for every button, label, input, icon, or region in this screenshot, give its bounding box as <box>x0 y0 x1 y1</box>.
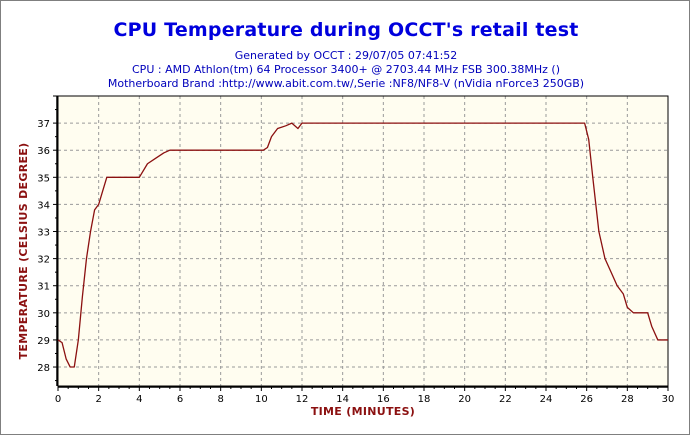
x-tick-label: 26 <box>580 394 593 405</box>
y-tick-label: 30 <box>37 309 50 320</box>
y-tick-label: 37 <box>37 119 50 130</box>
axes <box>53 95 669 391</box>
x-tick-label: 12 <box>296 394 309 405</box>
x-tick-label: 18 <box>418 394 431 405</box>
y-tick-label: 36 <box>37 146 50 157</box>
y-tick-label: 29 <box>37 336 50 347</box>
chart-title: CPU Temperature during OCCT's retail tes… <box>113 19 579 41</box>
x-tick-label: 22 <box>499 394 512 405</box>
grid <box>58 96 668 386</box>
y-axis-title: TEMPERATURE (CELSIUS DEGREE) <box>17 143 30 360</box>
x-tick-label: 6 <box>177 394 183 405</box>
x-tick-label: 24 <box>540 394 553 405</box>
x-tick-label: 0 <box>55 394 61 405</box>
x-tick-label: 2 <box>95 394 101 405</box>
cpu-subtitle: CPU : AMD Athlon(tm) 64 Processor 3400+ … <box>132 63 560 76</box>
x-axis-title: TIME (MINUTES) <box>311 405 415 418</box>
x-tick-label: 8 <box>217 394 223 405</box>
y-tick-label: 32 <box>37 255 50 266</box>
x-tick-label: 30 <box>662 394 675 405</box>
x-tick-label: 20 <box>458 394 471 405</box>
plot-area <box>58 96 668 386</box>
series-layer <box>57 122 668 368</box>
x-tick-label: 16 <box>377 394 390 405</box>
y-tick-label: 35 <box>37 173 50 184</box>
x-tick-label: 28 <box>621 394 634 405</box>
generated-subtitle: Generated by OCCT : 29/07/05 07:41:52 <box>234 49 458 62</box>
tick-labels: 0 2 4 6 8 10 12 14 16 18 20 22 24 26 28 302829303132333… <box>37 119 674 405</box>
y-tick-label: 34 <box>37 200 50 211</box>
x-tick-label: 14 <box>336 394 349 405</box>
x-tick-label: 4 <box>136 394 142 405</box>
x-tick-label: 10 <box>255 394 268 405</box>
temperature-line <box>57 122 668 368</box>
motherboard-subtitle: Motherboard Brand :http://www.abit.com.t… <box>107 77 585 90</box>
y-tick-label: 31 <box>37 282 50 293</box>
y-tick-label: 28 <box>37 363 50 374</box>
y-tick-label: 33 <box>37 228 50 239</box>
